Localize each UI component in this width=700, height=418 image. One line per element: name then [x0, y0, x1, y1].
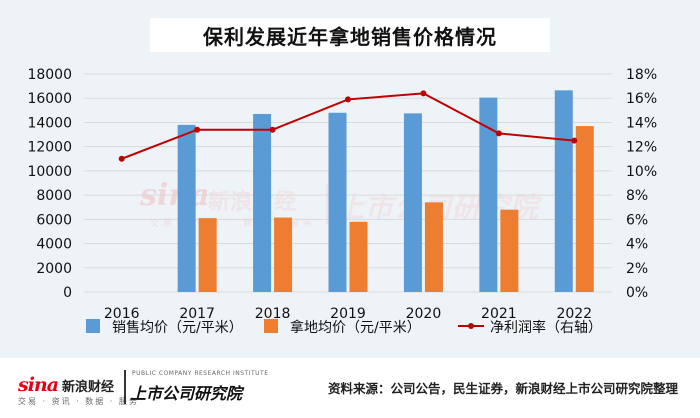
bar-land-price: [424, 202, 443, 292]
y-left-tick-label: 10000: [27, 164, 72, 180]
bar-land-price: [349, 221, 368, 292]
x-tick-label: 2018: [255, 306, 291, 322]
y-right-tick-label: 10%: [626, 164, 657, 180]
sina-name: 新浪财经: [62, 379, 115, 395]
y-right-tick-label: 12%: [626, 140, 657, 156]
x-tick-label: 2019: [330, 306, 366, 322]
y-right-tick-label: 16%: [626, 91, 657, 107]
chart-title: 保利发展近年拿地销售价格情况: [203, 24, 497, 49]
y-left-tick-label: 14000: [27, 115, 72, 131]
legend-swatch-land: [264, 319, 278, 333]
x-tick-label: 2021: [481, 306, 517, 322]
point-net-margin: [495, 130, 502, 137]
source-note: 资料来源：公司公告，民生证券，新浪财经上市公司研究院整理: [327, 381, 678, 396]
y-left-tick-label: 2000: [36, 261, 72, 277]
bar-sales-price: [177, 124, 196, 292]
y-left-tick-label: 8000: [36, 188, 72, 204]
institute-logo: PUBLIC COMPANY RESEARCH INSTITUTE 上市公司研究…: [124, 370, 268, 404]
bar-sales-price: [253, 113, 272, 292]
y-left-tick-label: 12000: [27, 140, 72, 156]
y-right-tick-label: 8%: [626, 188, 648, 204]
y-left-tick-label: 18000: [27, 67, 72, 83]
sina-finance-logo: sina 新浪财经: [18, 374, 114, 396]
x-tick-label: 2022: [556, 306, 592, 322]
x-tick-label: 2016: [104, 306, 140, 322]
y-right-tick-label: 18%: [626, 67, 657, 83]
legend-label: 拿地均价（元/平米）: [290, 319, 421, 336]
bar-sales-price: [479, 97, 498, 292]
bar-sales-price: [328, 112, 347, 292]
point-net-margin: [269, 126, 276, 133]
y-right-tick-label: 6%: [626, 212, 648, 228]
y-right-tick-label: 14%: [626, 115, 657, 131]
point-net-margin: [118, 155, 125, 162]
legend-swatch-sales: [86, 319, 100, 333]
legend-label: 净利润率（右轴）: [490, 319, 602, 336]
legend-label: 销售均价（元/平米）: [112, 320, 243, 336]
y-left-tick-label: 16000: [27, 91, 72, 107]
sina-sub: 交易 · 资讯 · 数据 · 服务: [18, 397, 139, 406]
bar-sales-price: [554, 90, 573, 292]
point-net-margin: [194, 126, 201, 133]
bar-land-price: [500, 209, 519, 292]
point-net-margin: [345, 96, 351, 103]
bar-land-price: [198, 218, 217, 292]
y-right-tick-label: 0%: [626, 285, 648, 301]
y-left-tick-label: 0: [63, 285, 72, 301]
title-box: 保利发展近年拿地销售价格情况: [150, 18, 550, 52]
y-right-tick-label: 2%: [626, 261, 648, 277]
institute-logo-sub: PUBLIC COMPANY RESEARCH INSTITUTE: [132, 370, 269, 377]
bar-sales-price: [403, 113, 422, 292]
y-left-tick-label: 6000: [36, 212, 72, 228]
y-right-tick-label: 4%: [626, 237, 648, 253]
bar-land-price: [575, 126, 594, 292]
point-net-margin: [571, 137, 578, 144]
footer: sina 新浪财经 交易 · 资讯 · 数据 · 服务 PUBLIC COMPA…: [0, 358, 700, 418]
sina-mark: sina: [18, 374, 59, 396]
x-tick-label: 2020: [406, 306, 442, 322]
institute-logo-main: 上市公司研究院: [130, 384, 243, 403]
bar-land-price: [274, 217, 293, 292]
legend-swatch-margin-point: [468, 323, 474, 329]
x-tick-label: 2017: [179, 306, 215, 322]
chart-plot: 0 2000 4000 6000 8000 10000 12000 14000 16000 180…: [27, 67, 657, 336]
y-left-tick-label: 4000: [36, 237, 72, 253]
point-net-margin: [420, 90, 427, 97]
